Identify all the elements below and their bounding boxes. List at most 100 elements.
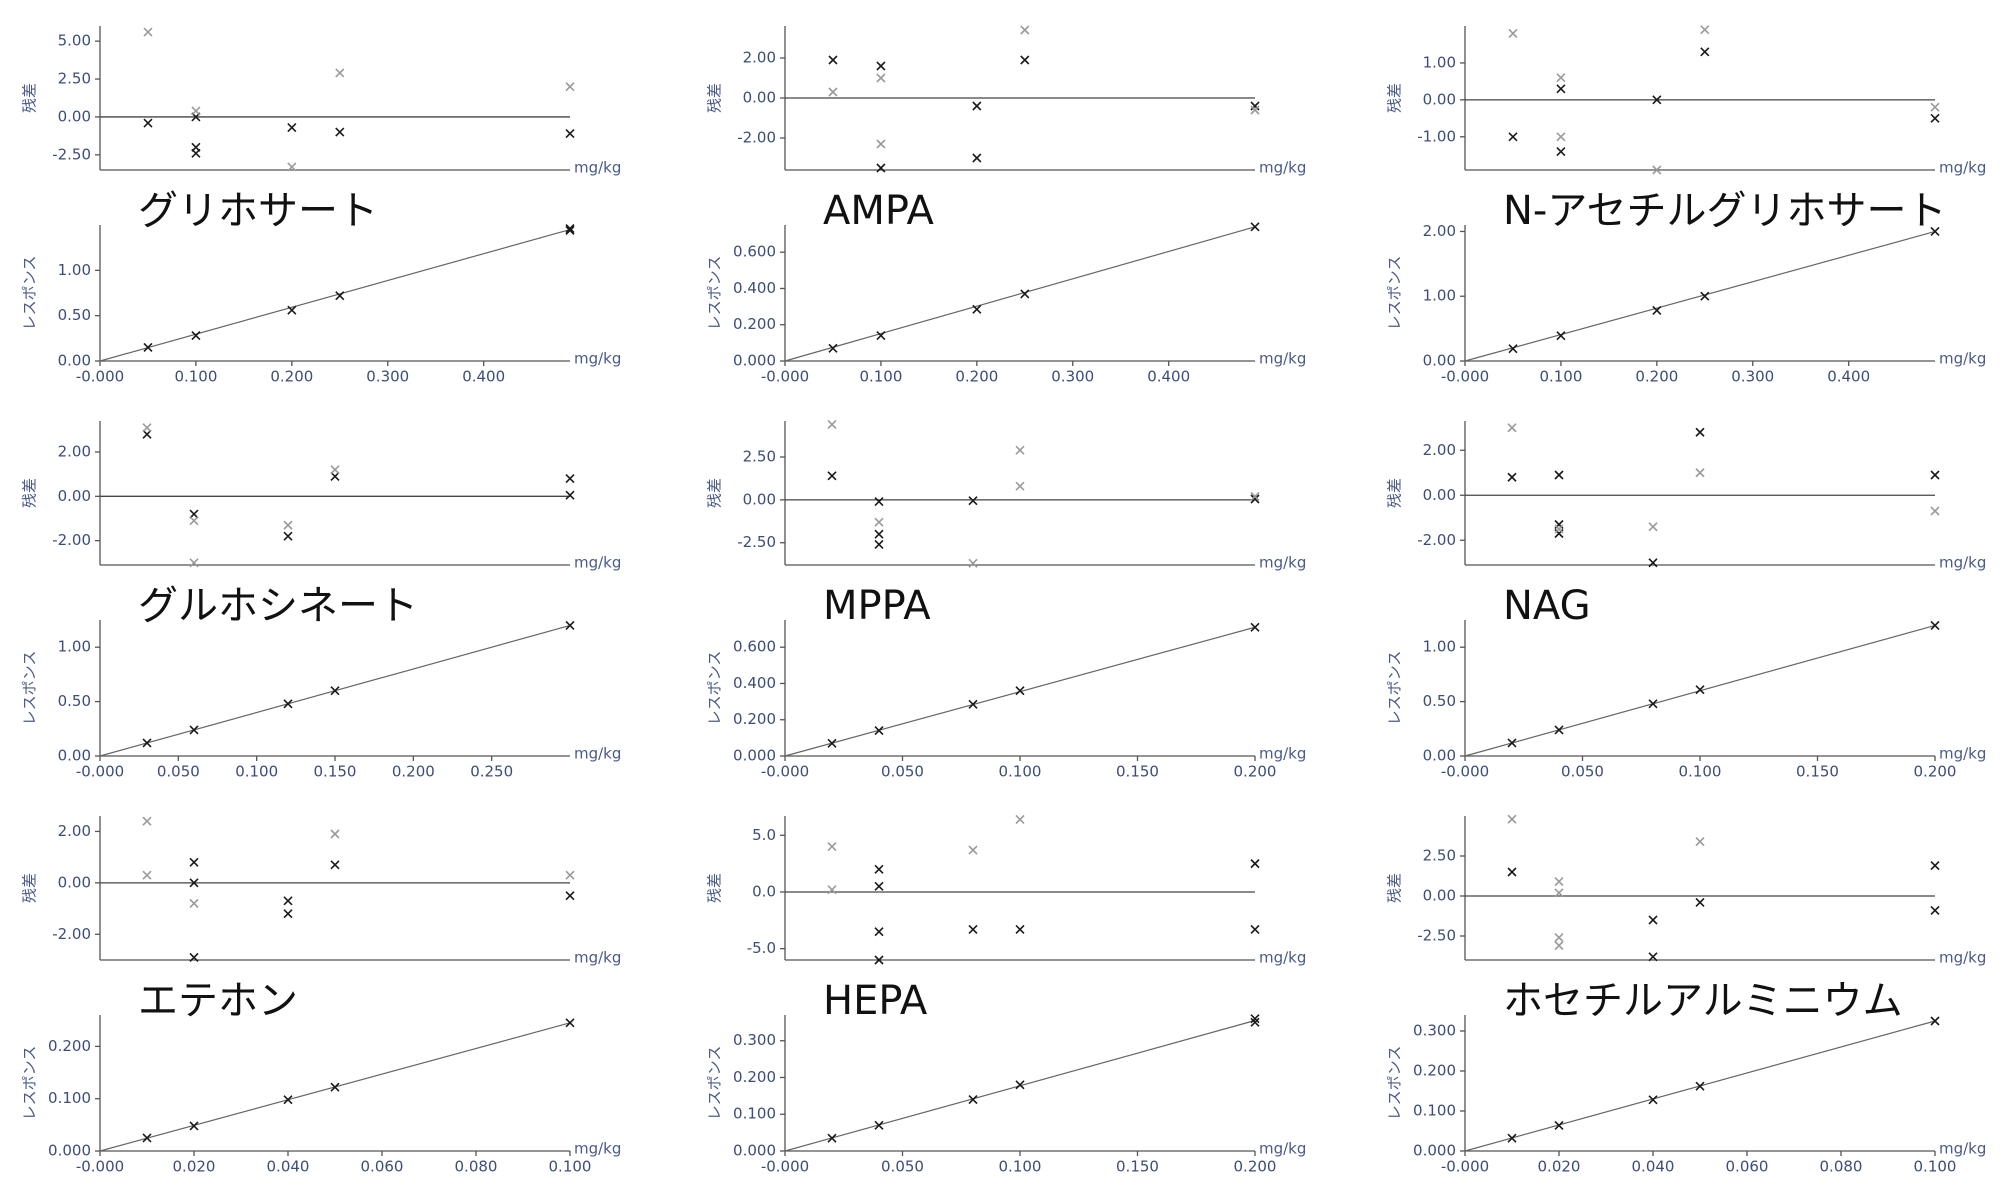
- fit-line: [784, 226, 1256, 362]
- y-tick-label: 0.000: [733, 747, 776, 765]
- point: [335, 291, 345, 301]
- y-axis-label: レスポンス: [1386, 1046, 1404, 1121]
- point: [1507, 1133, 1517, 1143]
- y-tick-label: 0.00: [58, 747, 91, 765]
- y-tick-label: -2.00: [1417, 531, 1456, 549]
- point: [330, 686, 340, 696]
- x-tick-label: 0.400: [1827, 368, 1870, 386]
- x-axis-label: mg/kg: [1259, 1140, 1306, 1158]
- point: [876, 139, 886, 149]
- x-tick-label: -0.000: [76, 763, 124, 781]
- x-tick-label: 0.050: [1561, 763, 1604, 781]
- point: [189, 857, 199, 867]
- y-axis-label: 残差: [706, 83, 724, 113]
- x-tick-label: -0.000: [1441, 763, 1489, 781]
- point: [1652, 95, 1662, 105]
- point: [1015, 445, 1025, 455]
- point: [1556, 146, 1566, 157]
- compound-title: NAG: [1503, 583, 1591, 629]
- x-tick-label: 0.020: [1538, 1158, 1581, 1176]
- y-tick-label: 0.600: [733, 243, 776, 261]
- point: [283, 1095, 293, 1105]
- x-tick-label: 0.050: [881, 1158, 924, 1176]
- y-tick-label: 5.00: [58, 32, 91, 50]
- x-tick-label: 0.100: [174, 368, 217, 386]
- x-tick-label: 0.200: [270, 368, 313, 386]
- point: [968, 924, 978, 934]
- x-tick-label: 0.050: [881, 763, 924, 781]
- point: [142, 429, 152, 439]
- compound-title: エテホン: [138, 978, 298, 1024]
- x-axis-label: mg/kg: [574, 350, 621, 368]
- x-tick-label: -0.000: [76, 368, 124, 386]
- point: [1250, 491, 1260, 501]
- point: [565, 891, 575, 901]
- point: [1930, 861, 1940, 871]
- y-tick-label: 2.00: [1423, 222, 1456, 240]
- point: [189, 952, 199, 962]
- point: [1695, 685, 1705, 695]
- point: [189, 509, 199, 519]
- point: [1648, 558, 1658, 568]
- y-tick-label: 0.400: [733, 674, 776, 692]
- y-tick-label: 2.50: [58, 70, 91, 88]
- point: [874, 927, 884, 937]
- point: [1930, 905, 1940, 915]
- point: [874, 864, 884, 874]
- point: [191, 331, 201, 341]
- point: [1556, 84, 1566, 94]
- compound-title: HEPA: [823, 978, 928, 1024]
- y-tick-label: 0.00: [58, 487, 91, 505]
- x-axis-label: mg/kg: [1259, 554, 1306, 572]
- fit-line: [99, 228, 571, 362]
- point: [876, 163, 886, 173]
- y-tick-label: -2.00: [52, 925, 91, 943]
- point: [1250, 222, 1260, 232]
- x-tick-label: 0.050: [157, 763, 200, 781]
- y-tick-label: 1.00: [1423, 638, 1456, 656]
- point: [1507, 814, 1517, 824]
- y-axis-label: レスポンス: [1386, 651, 1404, 726]
- point: [874, 497, 884, 507]
- x-tick-label: -0.000: [761, 763, 809, 781]
- point: [1695, 1081, 1705, 1091]
- y-tick-label: 0.000: [48, 1142, 91, 1160]
- point: [1250, 622, 1260, 632]
- point: [1507, 867, 1517, 877]
- point: [142, 423, 152, 433]
- point: [189, 878, 199, 888]
- point: [283, 531, 293, 541]
- point: [565, 129, 575, 139]
- point: [1695, 837, 1705, 847]
- point: [191, 148, 201, 158]
- x-tick-label: 0.150: [1116, 1158, 1159, 1176]
- y-tick-label: 0.00: [58, 352, 91, 370]
- x-tick-label: 0.100: [1679, 763, 1722, 781]
- x-tick-label: 0.200: [1635, 368, 1678, 386]
- point: [1554, 941, 1564, 951]
- point: [283, 909, 293, 919]
- point: [1015, 814, 1025, 824]
- x-tick-label: 0.100: [1914, 1158, 1957, 1176]
- point: [874, 881, 884, 891]
- y-tick-label: 0.200: [1413, 1062, 1456, 1080]
- x-tick-label: -0.000: [1441, 368, 1489, 386]
- point: [287, 305, 297, 315]
- point: [874, 955, 884, 965]
- point: [1554, 877, 1564, 887]
- point: [283, 520, 293, 530]
- point: [283, 699, 293, 709]
- x-axis-label: mg/kg: [1939, 350, 1986, 368]
- y-axis-label: レスポンス: [21, 1046, 39, 1121]
- point: [191, 106, 201, 116]
- y-tick-label: 1.00: [58, 638, 91, 656]
- point: [1015, 686, 1025, 696]
- y-tick-label: 0.00: [1423, 887, 1456, 905]
- point: [565, 620, 575, 631]
- point: [1652, 305, 1662, 316]
- y-tick-label: 0.100: [1413, 1102, 1456, 1120]
- point: [1554, 725, 1564, 735]
- x-tick-label: -0.000: [761, 368, 809, 386]
- point: [972, 101, 982, 111]
- point: [1930, 226, 1940, 237]
